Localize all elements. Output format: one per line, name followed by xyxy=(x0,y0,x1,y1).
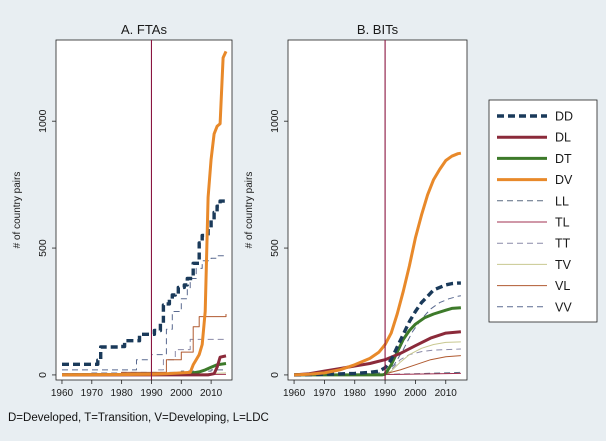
legend-label-tl: TL xyxy=(555,216,570,230)
series-line-dv xyxy=(294,151,462,377)
x-tick-label: 2000 xyxy=(170,388,193,399)
x-tick-label: 1980 xyxy=(344,388,367,399)
x-tick-label: 2000 xyxy=(404,388,427,399)
series-line-dd xyxy=(294,281,461,377)
legend-label-dl: DL xyxy=(555,131,571,145)
footnote: D=Developed, T=Transition, V=Developing,… xyxy=(8,412,269,424)
x-tick-label: 1980 xyxy=(111,388,134,399)
legend-label-vl: VL xyxy=(555,279,570,293)
legend-label-dt: DT xyxy=(555,152,572,166)
x-tick-label: 1960 xyxy=(283,388,306,399)
x-tick-label: 1990 xyxy=(374,388,397,399)
plot-area xyxy=(287,39,468,381)
y-tick-label: 0 xyxy=(269,372,281,378)
legend-label-dd: DD xyxy=(555,110,573,124)
series-lines xyxy=(61,50,228,377)
legend-label-dv: DV xyxy=(555,173,573,187)
series-line-dv xyxy=(61,50,228,377)
legend-label-ll: LL xyxy=(555,194,569,208)
series-line-dl xyxy=(62,354,227,377)
series-line-tt xyxy=(62,338,226,375)
chart-panel-ftas: A. FTAs # of country pairs 0 500 1000 1960 197… xyxy=(12,22,233,399)
chart-panel-bits: B. BITs # of country pairs 0 500 1000 1960 197… xyxy=(244,22,468,399)
y-axis-label: # of country pairs xyxy=(12,172,23,249)
x-tick-label: 1960 xyxy=(51,388,74,399)
y-tick-label: 500 xyxy=(37,239,49,257)
series-line-vv xyxy=(294,295,461,376)
legend-box xyxy=(488,99,598,323)
y-tick-label: 1000 xyxy=(37,109,49,133)
x-tick-label: 1990 xyxy=(140,388,163,399)
series-line-dl xyxy=(293,330,462,377)
chart-title: A. FTAs xyxy=(121,22,167,37)
plot-area xyxy=(55,39,233,381)
y-tick-label: 1000 xyxy=(269,109,281,133)
chart-title: B. BITs xyxy=(357,22,399,37)
y-tick-label: 0 xyxy=(37,372,49,378)
legend-label-tt: TT xyxy=(555,237,571,251)
x-tick-label: 2010 xyxy=(435,388,458,399)
legend-label-tv: TV xyxy=(555,258,572,272)
x-tick-label: 1970 xyxy=(81,388,104,399)
x-tick-label: 2010 xyxy=(200,388,223,399)
x-tick-label: 1970 xyxy=(313,388,336,399)
legend: DD DL DT DV LL TL TT TV VL VV xyxy=(488,99,598,323)
y-tick-label: 500 xyxy=(269,239,281,257)
legend-label-vv: VV xyxy=(555,300,572,314)
y-axis-label: # of country pairs xyxy=(244,172,255,249)
